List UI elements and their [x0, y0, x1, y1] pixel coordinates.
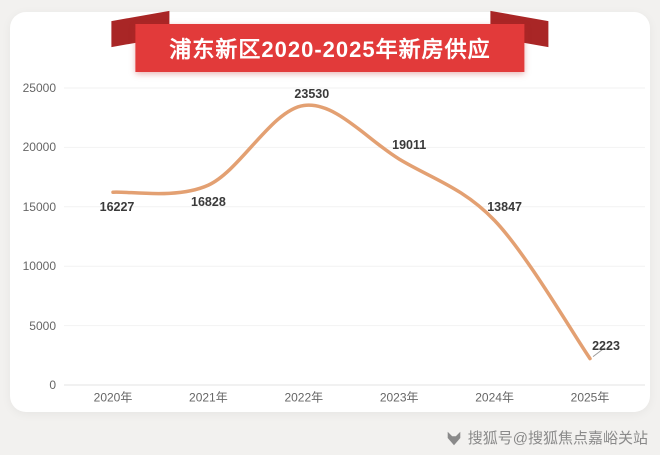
watermark: 搜狐号@搜狐焦点嘉峪关站 — [445, 427, 648, 448]
supply-line-series — [111, 103, 592, 361]
chart-card — [10, 12, 650, 412]
chart-title: 浦东新区2020-2025年新房供应 — [135, 24, 525, 72]
label-leader-line — [592, 347, 606, 358]
sohu-fox-logo-icon — [447, 431, 461, 445]
watermark-text: 搜狐号@搜狐焦点嘉峪关站 — [467, 430, 648, 447]
title-ribbon: 浦东新区2020-2025年新房供应 — [111, 10, 549, 72]
